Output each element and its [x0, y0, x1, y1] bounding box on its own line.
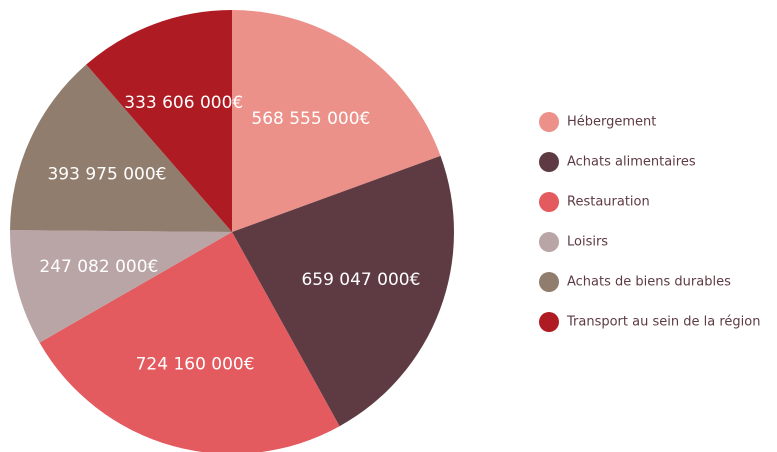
legend-text: Restauration: [567, 195, 650, 210]
legend-text: Achats de biens durables: [567, 275, 731, 290]
slice-label: 659 047 000€: [301, 270, 420, 290]
legend-swatch: [539, 272, 559, 292]
pie-slice: [39, 232, 340, 452]
legend-swatch: [539, 112, 559, 132]
pie-slice: [232, 10, 441, 232]
pie-slice: [232, 155, 455, 427]
legend-text: Achats alimentaires: [567, 155, 696, 170]
legend-swatch: [539, 232, 559, 252]
legend-swatch: [539, 312, 559, 332]
slice-label: 393 975 000€: [47, 164, 166, 184]
slice-label: 333 606 000€: [124, 93, 243, 113]
slice-label: 247 082 000€: [39, 257, 158, 277]
pie-slice: [10, 64, 233, 233]
legend-text: Hébergement: [567, 115, 656, 130]
pie-slice: [86, 10, 232, 232]
legend-text: Transport au sein de la région: [566, 315, 760, 330]
legend-swatch: [539, 152, 559, 172]
slice-label: 568 555 000€: [251, 109, 370, 129]
pie-slice: [10, 230, 233, 343]
legend-text: Loisirs: [567, 235, 608, 250]
slice-label: 724 160 000€: [136, 355, 255, 375]
legend-swatch: [539, 192, 559, 212]
